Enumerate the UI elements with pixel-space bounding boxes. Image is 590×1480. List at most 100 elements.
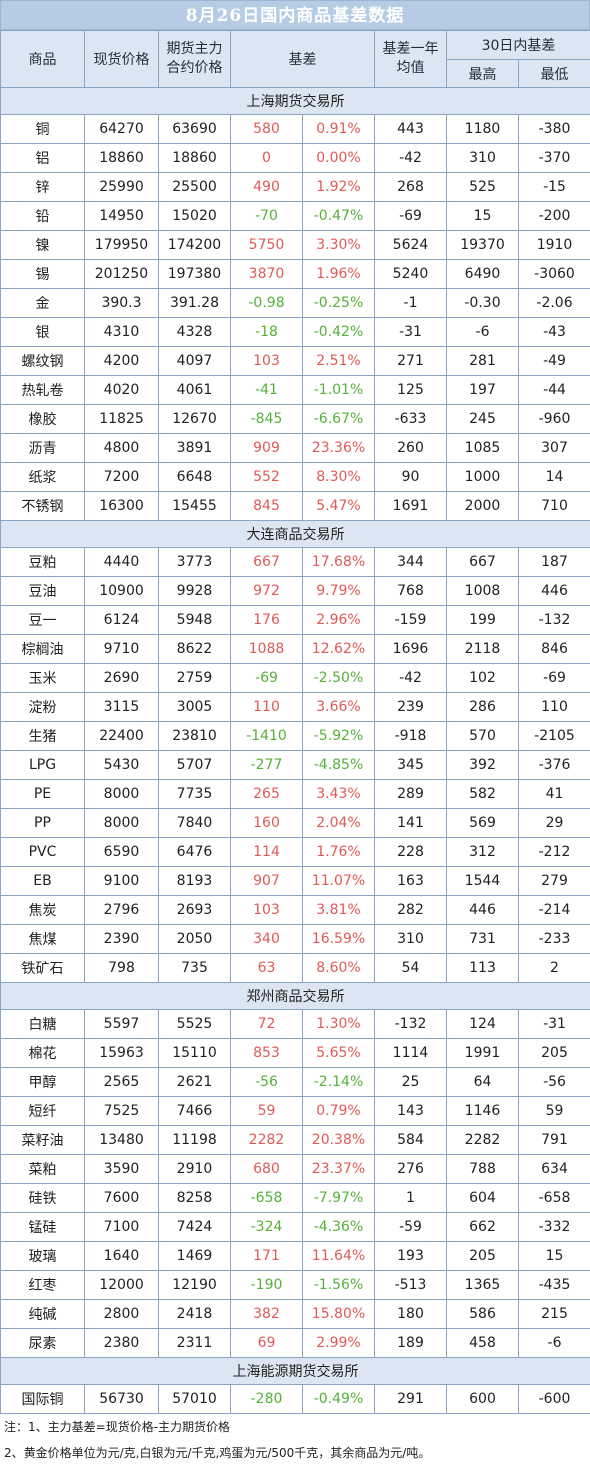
spot-price-cell: 10900 [84,576,159,606]
spot-price-cell: 64270 [84,114,159,144]
basis-value-cell: 103 [230,346,303,376]
spot-price-cell: 4020 [84,375,159,405]
basis-percent-cell: 11.64% [302,1241,375,1271]
commodity-cell: 淀粉 [0,692,85,722]
table-header: 商品 现货价格 期货主力 合约价格 基差 基差一年 均值 30日内基差 最高 最… [0,30,590,88]
spot-price-cell: 3115 [84,692,159,722]
30day-high-cell: 124 [446,1009,519,1039]
basis-value-cell: 103 [230,895,303,925]
section-header-row: 上海能源期货交易所 [0,1357,590,1385]
spot-price-cell: 9710 [84,634,159,664]
30day-low-cell: -132 [517,605,590,635]
futures-price-cell: 6476 [158,837,231,867]
commodity-cell: 热轧卷 [0,375,85,405]
table-row: 硅铁 7600 8258 -658 -7.97% 1 604 -658 [0,1183,590,1213]
30day-high-cell: 1000 [446,462,519,492]
futures-price-cell: 12670 [158,404,231,434]
year-average-cell: 291 [374,1384,447,1414]
futures-price-cell: 57010 [158,1384,231,1414]
commodity-cell: 国际铜 [0,1384,85,1414]
spot-price-cell: 7200 [84,462,159,492]
year-average-cell: 54 [374,953,447,983]
basis-value-cell: 3870 [230,259,303,289]
spot-price-cell: 13480 [84,1125,159,1155]
30day-low-cell: 307 [517,433,590,463]
basis-value-cell: 667 [230,547,303,577]
30day-low-cell: -233 [517,924,590,954]
commodity-cell: 不锈钢 [0,491,85,521]
commodity-cell: 玻璃 [0,1241,85,1271]
30day-low-cell: -44 [517,375,590,405]
table-row: 铜 64270 63690 580 0.91% 443 1180 -380 [0,114,590,144]
futures-price-cell: 15020 [158,201,231,231]
futures-price-cell: 7424 [158,1212,231,1242]
basis-percent-cell: 11.07% [302,866,375,896]
30day-high-cell: 310 [446,143,519,173]
year-average-cell: 1114 [374,1038,447,1068]
futures-price-cell: 4061 [158,375,231,405]
spot-price-cell: 4200 [84,346,159,376]
30day-low-cell: -332 [517,1212,590,1242]
table-row: 橡胶 11825 12670 -845 -6.67% -633 245 -960 [0,404,590,434]
30day-high-cell: 15 [446,201,519,231]
table-row: 焦煤 2390 2050 340 16.59% 310 731 -233 [0,924,590,954]
table-row: PP 8000 7840 160 2.04% 141 569 29 [0,808,590,838]
year-average-cell: -69 [374,201,447,231]
year-average-cell: -918 [374,721,447,751]
year-average-cell: -159 [374,605,447,635]
futures-price-cell: 7735 [158,779,231,809]
table-row: 不锈钢 16300 15455 845 5.47% 1691 2000 710 [0,491,590,521]
header-commodity: 商品 [0,30,85,88]
commodity-cell: 纸浆 [0,462,85,492]
year-average-cell: 289 [374,779,447,809]
30day-low-cell: 187 [517,547,590,577]
spot-price-cell: 2796 [84,895,159,925]
table-row: 沥青 4800 3891 909 23.36% 260 1085 307 [0,433,590,463]
spot-price-cell: 16300 [84,491,159,521]
30day-high-cell: 312 [446,837,519,867]
futures-price-cell: 18860 [158,143,231,173]
year-average-cell: 1691 [374,491,447,521]
30day-high-cell: 1146 [446,1096,519,1126]
30day-high-cell: 2282 [446,1125,519,1155]
year-average-cell: 125 [374,375,447,405]
year-average-cell: -633 [374,404,447,434]
30day-high-cell: 569 [446,808,519,838]
30day-high-cell: 102 [446,663,519,693]
basis-value-cell: 552 [230,462,303,492]
30day-high-cell: 64 [446,1067,519,1097]
basis-percent-cell: -2.14% [302,1067,375,1097]
commodity-cell: 棉花 [0,1038,85,1068]
year-average-cell: 180 [374,1299,447,1329]
table-row: 菜籽油 13480 11198 2282 20.38% 584 2282 791 [0,1125,590,1155]
header-futures: 期货主力 合约价格 [158,30,231,88]
commodity-cell: EB [0,866,85,896]
year-average-cell: 443 [374,114,447,144]
year-average-cell: 143 [374,1096,447,1126]
basis-value-cell: -70 [230,201,303,231]
30day-high-cell: 604 [446,1183,519,1213]
table-row: 纯碱 2800 2418 382 15.80% 180 586 215 [0,1299,590,1329]
basis-percent-cell: 16.59% [302,924,375,954]
basis-value-cell: 69 [230,1328,303,1358]
commodity-cell: 铁矿石 [0,953,85,983]
table-row: 纸浆 7200 6648 552 8.30% 90 1000 14 [0,462,590,492]
basis-percent-cell: 15.80% [302,1299,375,1329]
30day-high-cell: 1991 [446,1038,519,1068]
30day-high-cell: 19370 [446,230,519,260]
basis-value-cell: 5750 [230,230,303,260]
basis-value-cell: -56 [230,1067,303,1097]
commodity-cell: 螺纹钢 [0,346,85,376]
basis-value-cell: 176 [230,605,303,635]
basis-value-cell: -280 [230,1384,303,1414]
table-row: LPG 5430 5707 -277 -4.85% 345 392 -376 [0,750,590,780]
basis-percent-cell: -2.50% [302,663,375,693]
commodity-cell: 生猪 [0,721,85,751]
basis-percent-cell: 5.65% [302,1038,375,1068]
basis-value-cell: 382 [230,1299,303,1329]
basis-percent-cell: -0.47% [302,201,375,231]
30day-high-cell: 392 [446,750,519,780]
30day-low-cell: 446 [517,576,590,606]
futures-price-cell: 3891 [158,433,231,463]
